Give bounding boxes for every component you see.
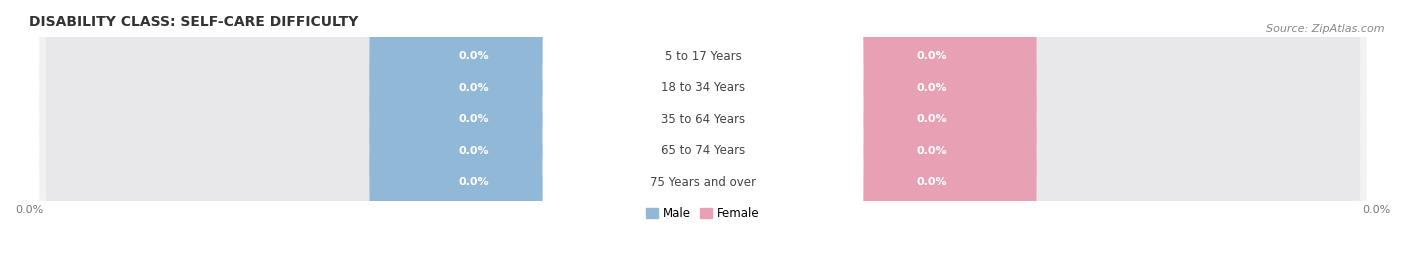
- Text: 0.0%: 0.0%: [458, 177, 489, 187]
- FancyBboxPatch shape: [46, 30, 1360, 83]
- FancyBboxPatch shape: [543, 116, 863, 249]
- FancyBboxPatch shape: [370, 94, 578, 207]
- FancyBboxPatch shape: [828, 125, 1036, 239]
- FancyBboxPatch shape: [828, 62, 1036, 176]
- Text: 35 to 64 Years: 35 to 64 Years: [661, 113, 745, 126]
- FancyBboxPatch shape: [543, 52, 863, 186]
- FancyBboxPatch shape: [39, 27, 1367, 85]
- Text: 0.0%: 0.0%: [917, 83, 948, 93]
- Text: 0.0%: 0.0%: [458, 146, 489, 156]
- FancyBboxPatch shape: [46, 124, 1360, 177]
- Text: 18 to 34 Years: 18 to 34 Years: [661, 81, 745, 94]
- FancyBboxPatch shape: [46, 61, 1360, 114]
- Text: 0.0%: 0.0%: [458, 114, 489, 124]
- FancyBboxPatch shape: [39, 58, 1367, 117]
- Text: Source: ZipAtlas.com: Source: ZipAtlas.com: [1267, 24, 1385, 34]
- Text: 0.0%: 0.0%: [917, 177, 948, 187]
- FancyBboxPatch shape: [46, 93, 1360, 146]
- Text: 5 to 17 Years: 5 to 17 Years: [665, 49, 741, 62]
- FancyBboxPatch shape: [828, 0, 1036, 113]
- FancyBboxPatch shape: [39, 153, 1367, 211]
- FancyBboxPatch shape: [543, 21, 863, 154]
- FancyBboxPatch shape: [828, 94, 1036, 207]
- FancyBboxPatch shape: [46, 156, 1360, 209]
- FancyBboxPatch shape: [370, 31, 578, 144]
- Text: 65 to 74 Years: 65 to 74 Years: [661, 144, 745, 157]
- FancyBboxPatch shape: [543, 0, 863, 123]
- Text: 0.0%: 0.0%: [458, 83, 489, 93]
- Text: DISABILITY CLASS: SELF-CARE DIFFICULTY: DISABILITY CLASS: SELF-CARE DIFFICULTY: [30, 15, 359, 29]
- FancyBboxPatch shape: [370, 0, 578, 113]
- Text: 0.0%: 0.0%: [917, 51, 948, 61]
- FancyBboxPatch shape: [828, 31, 1036, 144]
- Text: 0.0%: 0.0%: [917, 114, 948, 124]
- FancyBboxPatch shape: [370, 62, 578, 176]
- FancyBboxPatch shape: [39, 121, 1367, 180]
- FancyBboxPatch shape: [543, 84, 863, 217]
- Text: 75 Years and over: 75 Years and over: [650, 176, 756, 189]
- FancyBboxPatch shape: [39, 90, 1367, 148]
- FancyBboxPatch shape: [370, 125, 578, 239]
- Legend: Male, Female: Male, Female: [641, 202, 765, 225]
- Text: 0.0%: 0.0%: [458, 51, 489, 61]
- Text: 0.0%: 0.0%: [917, 146, 948, 156]
